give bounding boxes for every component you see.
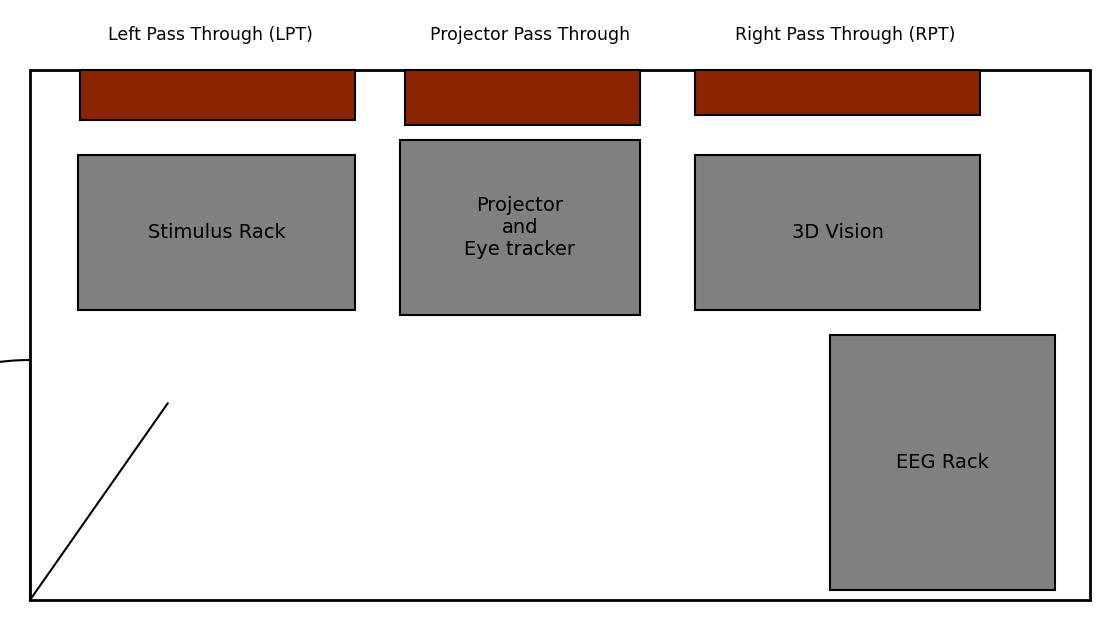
Text: Stimulus Rack: Stimulus Rack [148,223,286,242]
Text: Right Pass Through (RPT): Right Pass Through (RPT) [735,26,955,44]
Bar [696,155,980,310]
Text: EEG Rack: EEG Rack [896,453,989,472]
Text: Left Pass Through (LPT): Left Pass Through (LPT) [108,26,312,44]
Bar [30,70,1090,600]
Bar [400,140,640,315]
Bar [78,155,355,310]
Text: 3D Vision: 3D Vision [792,223,884,242]
Text: Projector
and
Eye tracker: Projector and Eye tracker [465,196,576,259]
Bar [405,70,640,125]
Bar [830,335,1055,590]
Bar [696,70,980,115]
Bar [80,70,355,120]
Text: Projector Pass Through: Projector Pass Through [430,26,631,44]
